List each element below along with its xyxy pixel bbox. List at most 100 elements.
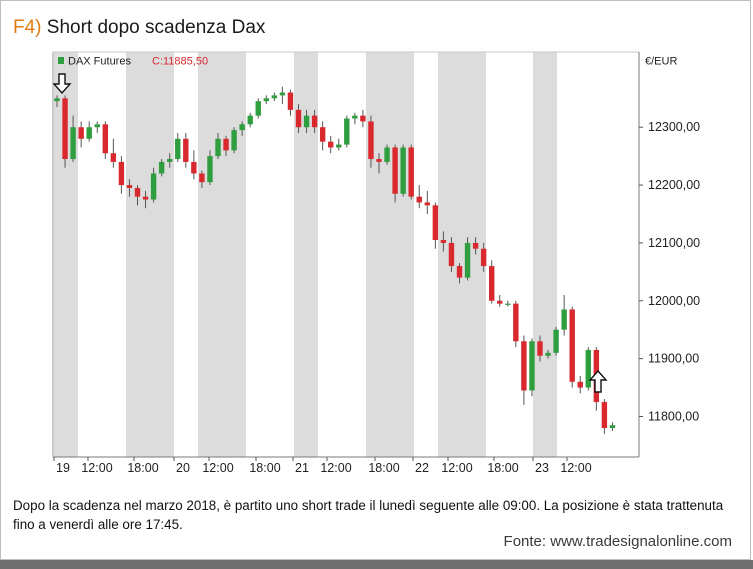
candle [569,306,575,388]
x-tick-label: 12:00 [320,461,351,475]
candle-body [70,127,76,160]
candle [480,242,487,272]
candle [175,133,181,162]
candle [239,121,245,136]
candle-body [344,118,350,145]
x-tick-label: 12:00 [560,461,591,475]
candle [529,338,535,397]
candle-body [416,196,422,203]
candle [328,135,334,154]
candle [191,150,197,180]
x-tick-label: 18:00 [368,461,399,475]
x-tick-label: 23 [535,461,549,475]
candle-body [545,352,551,356]
candle-body [336,144,342,148]
candle-body [134,187,141,197]
candle-body [295,109,302,128]
x-tick-label: 12:00 [441,461,472,475]
candle [472,237,479,255]
candle-body [489,266,495,301]
candle-body [352,115,358,119]
candle-body [263,98,269,102]
candle-body [569,309,575,382]
candle-body [521,341,527,391]
candle-body [126,185,133,188]
currency-label: €/EUR [645,56,677,68]
figure-title: F4) Short dopo scadenza Dax [13,17,265,39]
candle [110,138,117,168]
candle-body [279,92,286,96]
candle-body [384,147,390,162]
candle-body [255,101,261,116]
x-tick-label: 18:00 [249,461,280,475]
session-shade-band [366,52,414,457]
candle-body [207,156,213,183]
candle [70,115,76,162]
candle [303,109,310,133]
candle-body [319,127,326,142]
candle [319,121,326,151]
candle [376,153,382,174]
y-tick-label: 12000,00 [648,294,700,308]
candle [360,109,366,128]
candle-body [392,147,398,194]
candle [489,260,495,304]
candle-body [247,115,253,125]
y-tick-label: 12100,00 [648,236,700,250]
candle [344,115,350,148]
figure-label: F4) [13,17,42,38]
candle [505,300,511,307]
candle-body [529,341,535,391]
candle [231,127,237,154]
candle [456,263,463,284]
session-shade-band [198,52,246,457]
candle-body [448,242,455,267]
candle-body [577,381,583,388]
x-tick-label: 21 [295,461,309,475]
y-axis-ticks: 11800,00 11900,00 12000,00 12100,00 12200,00… [639,120,700,424]
x-tick-label: 12:00 [202,461,233,475]
candle-body [561,309,567,330]
candle [601,399,608,434]
candle [86,121,92,142]
source-credit: Fonte: www.tradesignalonline.com [503,533,732,550]
exit-arrow [588,369,608,393]
candle-body [62,98,68,160]
candle [513,300,519,348]
x-tick-label: 20 [176,461,190,475]
candle [247,112,253,128]
candle [271,92,278,102]
figure-title-text: Short dopo scadenza Dax [46,17,266,38]
candle-body [231,130,237,151]
candle-body [311,115,318,128]
candlestick-chart: 11800,00 11900,00 12000,00 12100,00 12200,00… [52,51,700,475]
candle [118,156,125,194]
candle-body [94,124,100,128]
chart-area: 11800,00 11900,00 12000,00 12100,00 12200,00… [11,49,742,479]
candle [400,144,406,197]
candle-body [158,161,165,174]
candle [368,115,374,168]
candle [545,349,551,359]
candle-body [376,159,382,162]
legend-instrument: DAX Futures [68,56,131,68]
candle-body [223,138,229,151]
candle [464,237,471,281]
candle [167,153,173,168]
candle-body [239,124,245,131]
candle [609,422,616,431]
candle-body [400,147,406,194]
x-tick-label: 18:00 [487,461,518,475]
candle-body [175,138,181,160]
candle-body [497,300,503,304]
candle [561,295,567,336]
candle-body [54,98,60,102]
candle-body [183,138,189,162]
candle [263,95,269,105]
candle [295,104,302,133]
candle [223,135,229,157]
x-axis-ticks: 19 12:00 18:00 20 12:00 18:00 21 12:00 18:00 22 12… [53,457,592,475]
candle [384,144,390,165]
candle-body [537,341,543,356]
candle [287,89,294,116]
